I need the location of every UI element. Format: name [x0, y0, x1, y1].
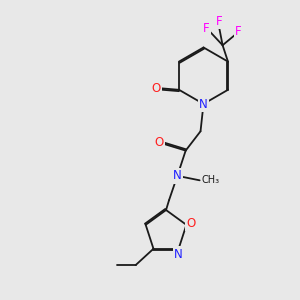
Text: N: N — [199, 98, 208, 111]
Text: F: F — [203, 22, 210, 35]
Text: N: N — [174, 248, 183, 261]
Text: O: O — [186, 217, 196, 230]
Text: O: O — [151, 82, 160, 95]
Text: F: F — [235, 26, 242, 38]
Text: N: N — [173, 169, 182, 182]
Text: CH₃: CH₃ — [201, 175, 219, 185]
Text: O: O — [154, 136, 164, 149]
Text: F: F — [216, 15, 222, 28]
